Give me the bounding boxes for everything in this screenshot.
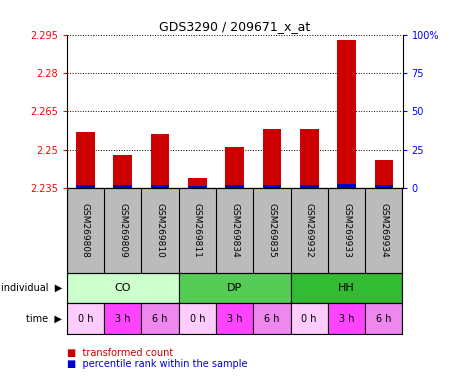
Bar (67, 303, 104, 334)
Bar (336, 40, 355, 188)
Text: GSM269835: GSM269835 (267, 203, 276, 258)
Text: 3 h: 3 h (115, 314, 130, 324)
Text: 6 h: 6 h (152, 314, 168, 324)
Bar (374, 185, 392, 188)
Bar (299, 129, 318, 188)
Bar (262, 129, 280, 188)
Text: GSM269834: GSM269834 (230, 203, 239, 258)
Text: 0 h: 0 h (78, 314, 93, 324)
Text: DP: DP (226, 283, 242, 293)
Bar (225, 185, 243, 188)
Text: individual  ▶: individual ▶ (1, 283, 62, 293)
Bar (215, 303, 253, 334)
Text: GSM269808: GSM269808 (81, 203, 90, 258)
Text: ■  percentile rank within the sample: ■ percentile rank within the sample (67, 359, 246, 369)
Text: ■  transformed count: ■ transformed count (67, 348, 173, 358)
Text: GSM269933: GSM269933 (341, 203, 350, 258)
Bar (113, 185, 132, 188)
Text: 6 h: 6 h (263, 314, 279, 324)
Bar (253, 303, 290, 334)
Bar (76, 185, 95, 188)
Text: GSM269934: GSM269934 (379, 203, 387, 258)
Text: GSM269932: GSM269932 (304, 203, 313, 258)
Bar (262, 185, 280, 188)
Text: 3 h: 3 h (226, 314, 242, 324)
Text: 0 h: 0 h (301, 314, 316, 324)
Bar (336, 184, 355, 188)
Text: time  ▶: time ▶ (26, 314, 62, 324)
Bar (327, 303, 364, 334)
Bar (178, 273, 290, 303)
Bar (67, 273, 178, 303)
Bar (113, 155, 132, 188)
Text: 6 h: 6 h (375, 314, 391, 324)
Text: CO: CO (114, 283, 131, 293)
Text: GSM269810: GSM269810 (155, 203, 164, 258)
Bar (178, 303, 215, 334)
Bar (104, 303, 141, 334)
Bar (374, 160, 392, 188)
Bar (290, 273, 402, 303)
Bar (141, 303, 178, 334)
Text: 3 h: 3 h (338, 314, 353, 324)
Bar (151, 185, 169, 188)
Bar (151, 134, 169, 188)
Text: GSM269811: GSM269811 (192, 203, 202, 258)
Text: GSM269809: GSM269809 (118, 203, 127, 258)
Text: HH: HH (337, 283, 354, 293)
Bar (290, 303, 327, 334)
Text: 0 h: 0 h (189, 314, 205, 324)
Bar (299, 185, 318, 188)
Bar (188, 178, 206, 188)
Bar (188, 186, 206, 188)
Bar (225, 147, 243, 188)
Bar (76, 132, 95, 188)
Title: GDS3290 / 209671_x_at: GDS3290 / 209671_x_at (159, 20, 309, 33)
Bar (364, 303, 402, 334)
